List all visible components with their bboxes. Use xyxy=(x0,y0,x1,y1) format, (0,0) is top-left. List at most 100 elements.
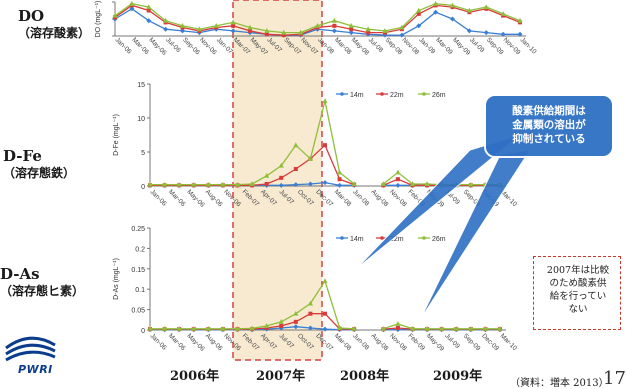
as-point-1 xyxy=(323,311,327,316)
do-panel-label: DO （溶存酸素） xyxy=(18,8,90,41)
do-point-0 xyxy=(517,31,523,37)
fe-xtick-label: Mar-06 xyxy=(167,188,187,208)
fe-point-2 xyxy=(205,181,211,187)
callout-bubble xyxy=(354,94,614,321)
do-point-2 xyxy=(365,26,371,32)
as-point-2 xyxy=(161,325,168,331)
as-xtick-label: Mar-10 xyxy=(499,332,519,352)
fe-legend-marker-0 xyxy=(340,92,344,96)
do-point-0 xyxy=(129,6,135,12)
as-point-2 xyxy=(278,319,284,324)
do-point-0 xyxy=(230,28,236,34)
do-xtick-label: Mar-09 xyxy=(434,36,454,56)
do-point-0 xyxy=(416,23,422,29)
as-xtick-label: May-06 xyxy=(185,332,206,353)
as-point-1 xyxy=(293,319,298,324)
as-point-2 xyxy=(191,325,197,331)
fe-point-1 xyxy=(337,177,342,182)
as-ytick-label: 0.1 xyxy=(135,287,145,294)
fe-point-0 xyxy=(337,182,343,188)
callout-line-3: 抑制されている xyxy=(512,133,586,145)
do-label-sub: （溶存酸素） xyxy=(18,26,91,40)
do-point-2 xyxy=(416,7,422,13)
as-point-2 xyxy=(205,325,211,331)
as-panel-label: D-As （溶存態ヒ素） xyxy=(0,266,84,299)
callout-line-1: 酸素供給期間は xyxy=(512,105,586,117)
year-label-2009: 2009年 xyxy=(433,369,483,384)
as-ytick-label: 0.2 xyxy=(135,246,145,253)
do-xtick-label: Jan-07 xyxy=(215,36,234,55)
fe-point-0 xyxy=(307,181,313,187)
fe-panel-label: D-Fe （溶存態鉄） xyxy=(3,148,75,181)
do-point-2 xyxy=(433,0,439,6)
fe-xtick-label: Jan-06 xyxy=(149,188,168,207)
fe-point-2 xyxy=(293,142,299,148)
as-point-0 xyxy=(293,324,299,330)
do-point-1 xyxy=(231,23,236,28)
do-xtick-label: Sep-08 xyxy=(384,36,404,56)
do-xtick-label: Nov-08 xyxy=(400,36,420,56)
as-xtick-label: May-09 xyxy=(425,332,446,353)
fe-point-2 xyxy=(307,156,314,161)
fe-point-2 xyxy=(380,181,386,186)
fe-point-2 xyxy=(395,169,401,175)
fe-legend-label-2: 26m xyxy=(432,92,446,99)
fe-point-1 xyxy=(395,177,400,182)
as-point-2 xyxy=(380,325,386,331)
as-ytick-label: 0.25 xyxy=(131,226,145,233)
do-xtick-label: Nov-09 xyxy=(502,36,522,56)
as-xtick-label: Jul-09 xyxy=(443,332,461,350)
as-xtick-label: Dec-09 xyxy=(480,332,500,352)
do-point-0 xyxy=(483,30,489,36)
do-point-1 xyxy=(146,8,151,13)
do-xtick-label: Nov-06 xyxy=(198,36,218,56)
callout-box xyxy=(484,94,614,158)
fe-xtick-label: Mar-08 xyxy=(333,188,353,208)
do-point-2 xyxy=(298,29,304,35)
as-point-2 xyxy=(249,325,255,331)
as-point-0 xyxy=(322,326,328,332)
do-point-2 xyxy=(163,17,169,23)
do-point-2 xyxy=(517,17,523,23)
fe-point-0 xyxy=(395,182,401,188)
fe-label-main: D-Fe xyxy=(3,147,42,165)
as-point-2 xyxy=(497,325,503,331)
note-text: 2007年は比較 のため酸素供 給を行ってい ない xyxy=(538,264,618,316)
as-ytick-label: 0 xyxy=(141,328,145,335)
as-point-2 xyxy=(439,325,445,331)
fe-point-1 xyxy=(264,181,269,186)
do-point-2 xyxy=(112,12,118,18)
do-xtick-label: Sep-06 xyxy=(181,36,201,56)
do-point-1 xyxy=(332,23,337,28)
do-point-2 xyxy=(213,23,219,28)
fe-point-2 xyxy=(220,181,226,187)
do-xtick-label: Mar-08 xyxy=(333,36,353,56)
do-xtick-label: Sep-09 xyxy=(485,36,505,56)
fe-legend-label-1: 22m xyxy=(390,92,404,99)
as-point-2 xyxy=(424,325,430,331)
as-point-2 xyxy=(293,310,299,316)
do-point-2 xyxy=(196,26,202,32)
as-point-2 xyxy=(453,325,459,331)
as-point-1 xyxy=(279,323,284,328)
fe-point-1 xyxy=(293,167,298,171)
do-point-0 xyxy=(331,28,337,34)
callout-text: 酸素供給期間は 金属類の溶出が 抑制されている xyxy=(487,104,611,146)
fe-xtick-label: Nov-08 xyxy=(388,188,408,208)
as-point-2 xyxy=(395,321,401,326)
do-xtick-label: Jan-09 xyxy=(417,36,436,55)
as-label-sub: （溶存態ヒ素） xyxy=(0,284,85,298)
as-point-2 xyxy=(307,300,314,306)
fe-point-2 xyxy=(176,181,182,187)
fe-legend-label-0: 14m xyxy=(350,92,364,99)
as-label-main: D-As xyxy=(0,265,40,283)
do-point-0 xyxy=(348,30,354,36)
note-box xyxy=(533,256,621,330)
as-xtick-label: Jan-06 xyxy=(149,332,168,351)
as-ytick-label: 0.15 xyxy=(131,267,145,274)
do-point-0 xyxy=(433,9,439,15)
as-legend-marker-0 xyxy=(340,236,344,240)
do-point-2 xyxy=(146,4,152,10)
as-xtick-label: Jun-08 xyxy=(351,332,370,351)
as-point-2 xyxy=(322,278,328,284)
